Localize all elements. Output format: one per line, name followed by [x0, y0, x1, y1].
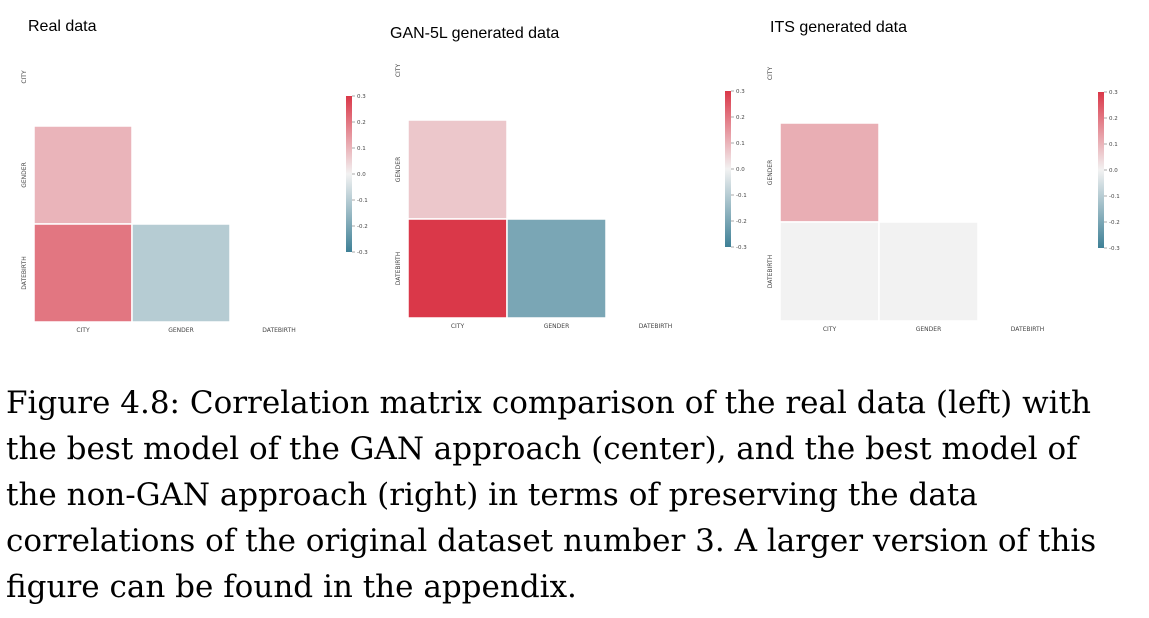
x-tick-label: DATEBIRTH	[262, 327, 295, 334]
heatmap-cell	[779, 122, 880, 223]
y-tick-label: DATEBIRTH	[395, 252, 402, 285]
heatmap-cell	[878, 221, 979, 322]
colorbar-tick-label: -0.3	[357, 250, 368, 256]
colorbar-tick-label: 0.1	[1109, 142, 1118, 148]
heatmap-panel-1: Real data CITY GENDER DATEBIRTH CITY GENDER DA…	[0, 0, 385, 345]
heatmap-cell	[131, 223, 231, 323]
heatmap-svg: CITY GENDER DATEBIRTH CITY GENDER DATEBIRTH 0.…	[767, 67, 1120, 333]
figure-caption: Figure 4.8: Correlation matrix compariso…	[6, 385, 1097, 605]
chart-title: ITS generated data	[770, 19, 907, 36]
heatmap-svg: CITY GENDER DATEBIRTH CITY GENDER DATEBIRTH 0.…	[21, 70, 368, 334]
colorbar-tick-label: -0.2	[357, 224, 368, 230]
x-tick-label: DATEBIRTH	[639, 323, 672, 330]
y-tick-label: CITY	[767, 67, 774, 81]
heatmap-panel-2: GAN-5L generated data CITY GENDER DATEBIRTH…	[380, 0, 765, 345]
heatmap-cell	[779, 221, 880, 322]
colorbar	[1098, 92, 1104, 248]
colorbar-tick-label: 0.2	[1109, 116, 1118, 122]
colorbar-tick-label: 0.3	[1109, 90, 1118, 96]
colorbar-tick-label: -0.2	[736, 219, 747, 225]
y-tick-label: GENDER	[395, 157, 402, 183]
heatmap-cell	[33, 125, 133, 225]
heatmap-cell	[33, 223, 133, 323]
colorbar-tick-label: -0.3	[736, 245, 747, 251]
chart-title: GAN-5L generated data	[390, 25, 560, 42]
heatmap-svg: CITY GENDER DATEBIRTH CITY GENDER DATEBIRTH 0.…	[395, 64, 747, 330]
x-tick-label: GENDER	[168, 327, 194, 334]
heatmap-panel-3: ITS generated data CITY GENDER DATEBIRTH CIT…	[760, 0, 1145, 345]
colorbar-tick-label: 0.1	[357, 146, 366, 152]
colorbar-tick-label: 0.2	[357, 120, 366, 126]
y-tick-label: CITY	[395, 64, 402, 78]
heatmap-cell	[407, 119, 508, 220]
y-tick-label: GENDER	[21, 162, 28, 188]
colorbar-tick-label: -0.2	[1109, 220, 1120, 226]
x-tick-label: DATEBIRTH	[1011, 326, 1044, 333]
x-tick-label: CITY	[76, 327, 90, 334]
colorbar-tick-label: -0.1	[357, 198, 368, 204]
colorbar-tick-label: 0.3	[736, 89, 745, 95]
x-tick-label: GENDER	[916, 326, 942, 333]
colorbar-tick-label: -0.1	[736, 193, 747, 199]
colorbar-tick-label: -0.3	[1109, 246, 1120, 252]
x-tick-label: GENDER	[544, 323, 570, 330]
colorbar-tick-label: 0.2	[736, 115, 745, 121]
colorbar-tick-label: 0.0	[357, 172, 366, 178]
chart-title: Real data	[28, 18, 97, 35]
y-tick-label: CITY	[21, 70, 28, 84]
y-tick-label: GENDER	[767, 160, 774, 186]
x-tick-label: CITY	[823, 326, 837, 333]
colorbar	[725, 91, 731, 247]
colorbar	[346, 96, 352, 252]
x-tick-label: CITY	[451, 323, 465, 330]
y-tick-label: DATEBIRTH	[21, 256, 28, 289]
heatmap-cell	[506, 218, 607, 319]
colorbar-tick-label: -0.1	[1109, 194, 1120, 200]
colorbar-tick-label: 0.1	[736, 141, 745, 147]
colorbar-tick-label: 0.0	[1109, 168, 1118, 174]
colorbar-tick-label: 0.0	[736, 167, 745, 173]
heatmap-cell	[407, 218, 508, 319]
colorbar-tick-label: 0.3	[357, 94, 366, 100]
y-tick-label: DATEBIRTH	[767, 255, 774, 288]
